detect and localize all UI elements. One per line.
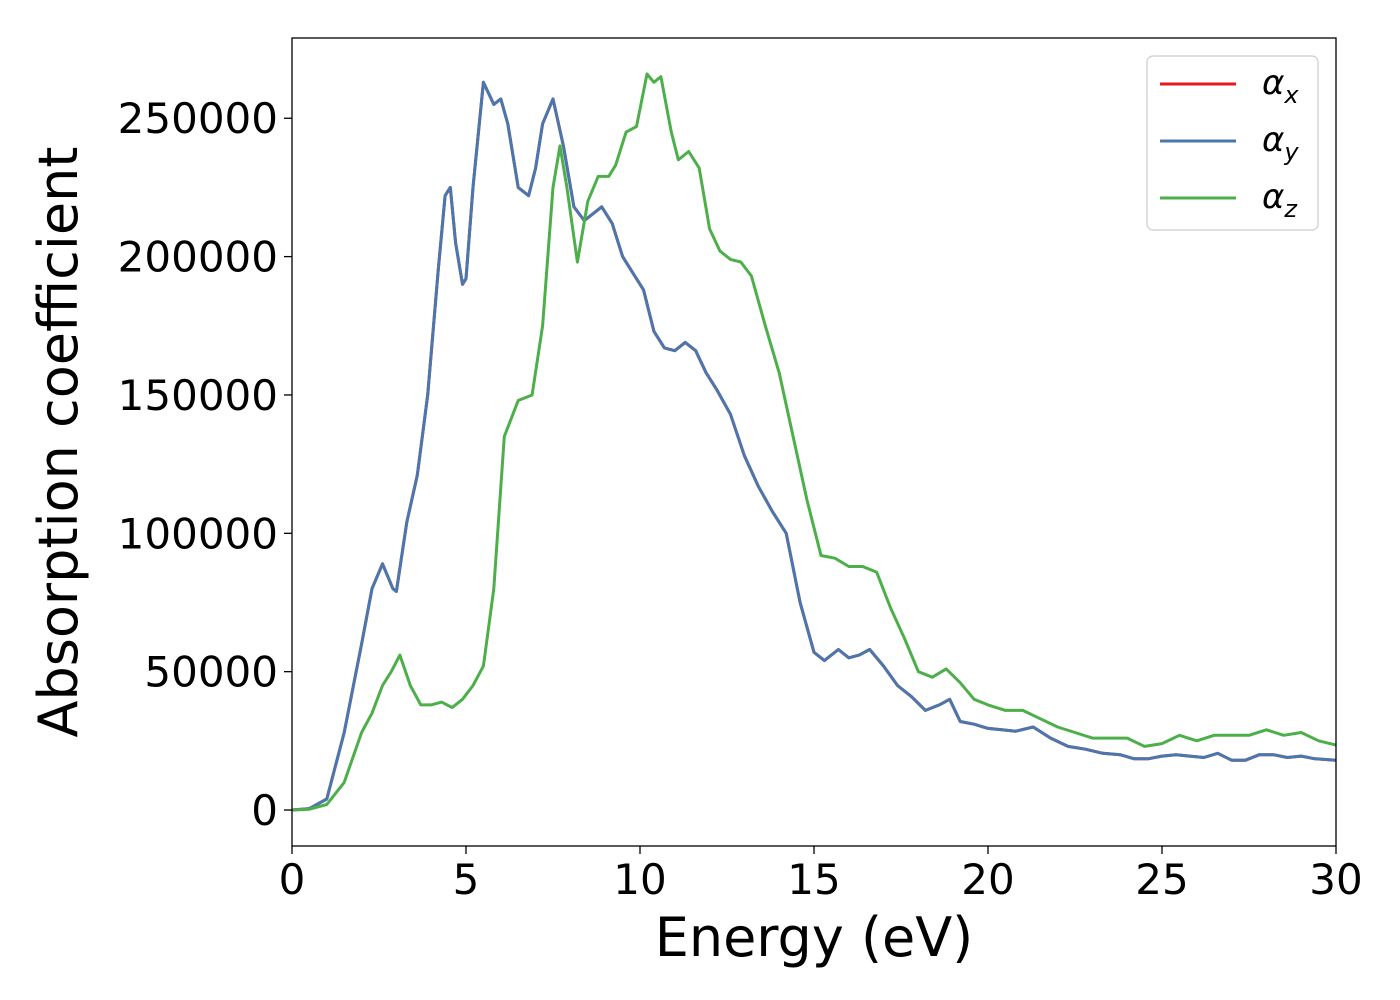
series-line-alpha-z [292,72,1336,812]
x-tick-label: 0 [279,855,306,904]
x-axis-title: Energy (eV) [655,906,974,969]
y-tick-label: 150000 [118,371,278,420]
series-lines [292,72,1336,812]
y-tick-label: 0 [251,786,278,835]
x-tick-label: 10 [613,855,666,904]
y-tick-label: 250000 [118,94,278,143]
x-tick-label: 30 [1309,855,1362,904]
x-tick-label: 5 [453,855,480,904]
y-tick-label: 200000 [118,233,278,282]
series-line-alpha-y [292,80,1336,812]
axis-ticks: 0 5 10 15 20 25 30 0 50000 100000 150000 200000 2500… [118,94,1363,904]
y-tick-label: 50000 [144,648,278,697]
y-tick-label: 100000 [118,509,278,558]
y-axis-title: Absorption coefficient [27,147,90,738]
x-tick-label: 20 [961,855,1014,904]
x-tick-label: 25 [1135,855,1188,904]
legend-label-alpha-x: αx [1262,63,1299,109]
x-tick-label: 15 [787,855,840,904]
legend-box [1146,55,1319,231]
